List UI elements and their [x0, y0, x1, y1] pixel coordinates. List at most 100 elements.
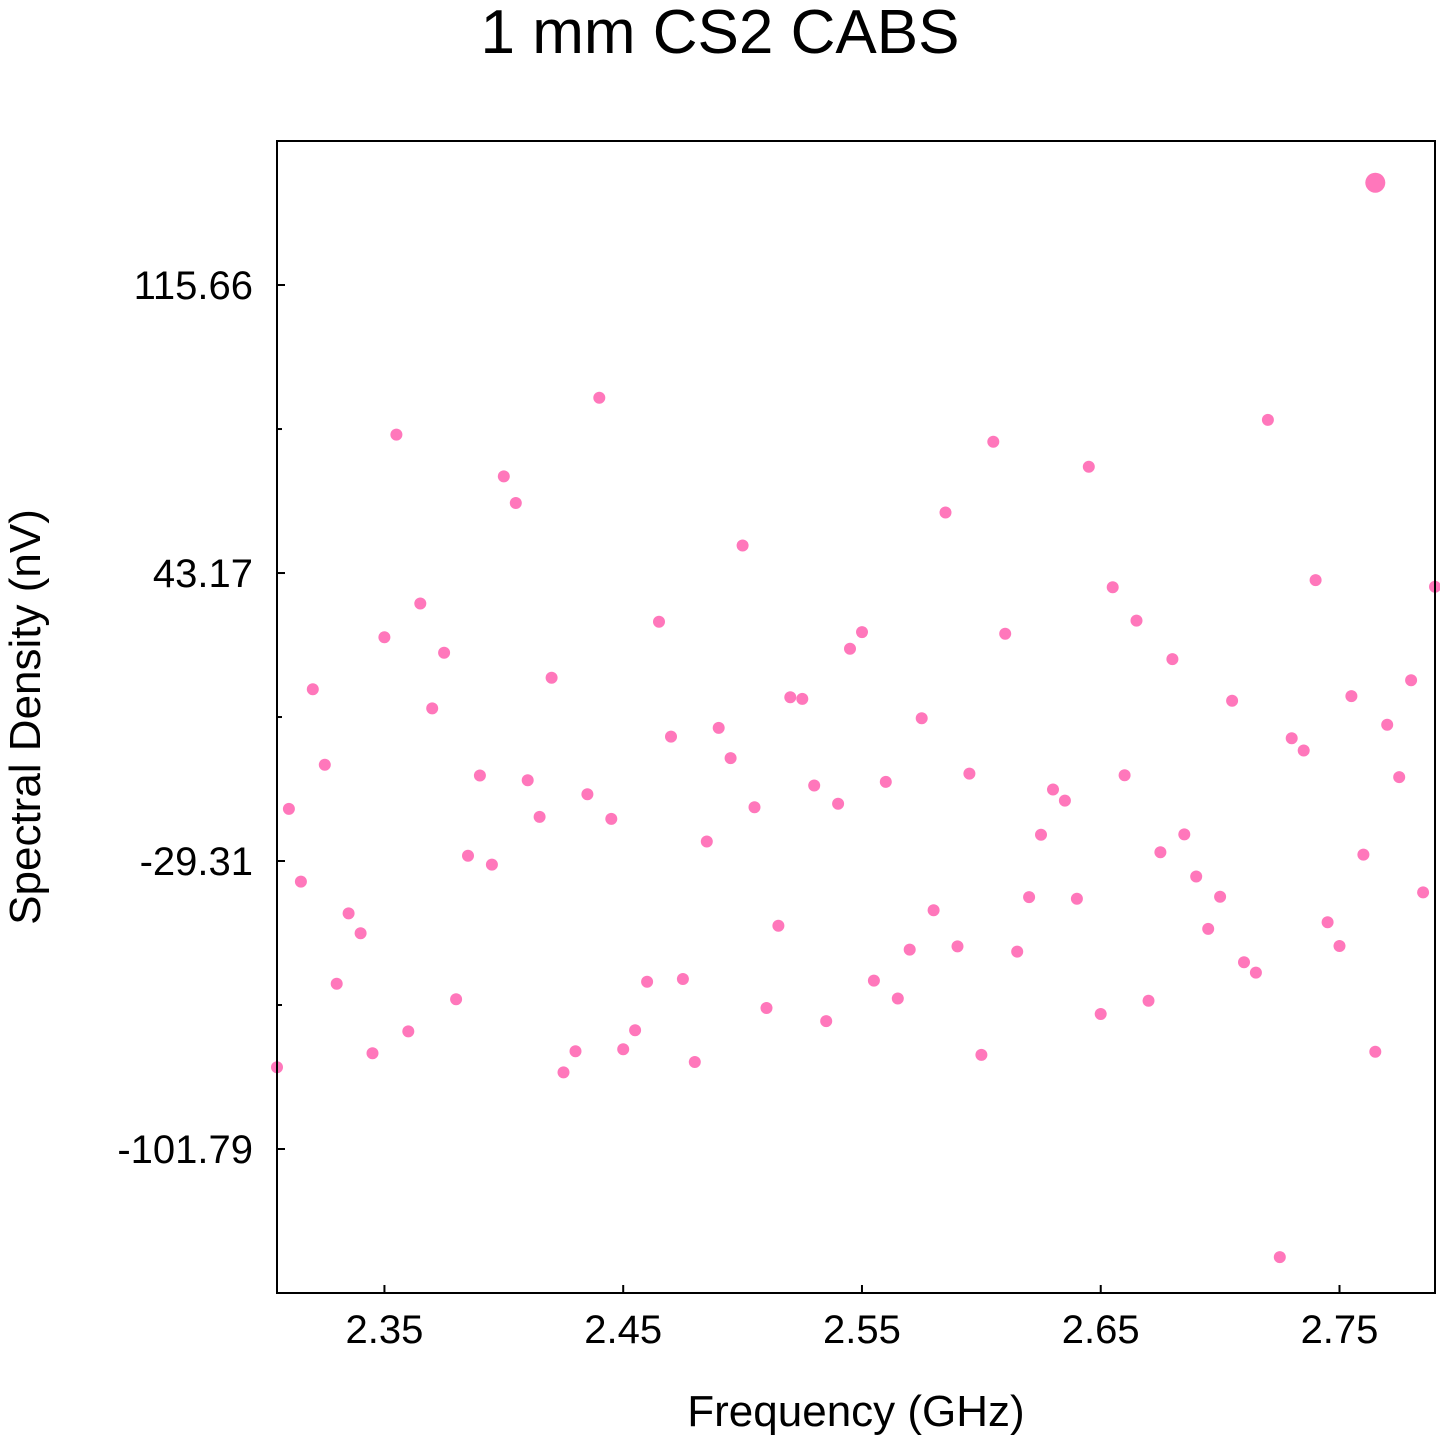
data-point: [450, 993, 463, 1006]
data-point: [473, 769, 486, 782]
data-point: [736, 539, 749, 552]
data-point: [1202, 922, 1215, 935]
data-point: [354, 927, 367, 940]
data-point: [306, 683, 319, 696]
data-point: [1106, 581, 1119, 594]
highlight-point: [1365, 172, 1386, 193]
x-tick-label: 2.55: [823, 1308, 901, 1352]
data-point: [784, 691, 797, 704]
data-point: [1214, 890, 1227, 903]
data-point: [1058, 794, 1071, 807]
data-point: [1130, 614, 1143, 627]
points-layer: [271, 172, 1440, 1264]
y-tick-label: 43.17: [153, 552, 253, 596]
data-point: [342, 907, 355, 920]
y-tick-label: -101.79: [117, 1128, 253, 1172]
data-point: [927, 904, 940, 917]
data-point: [462, 849, 474, 862]
data-point: [1238, 956, 1250, 969]
data-point: [617, 1043, 630, 1056]
data-point: [712, 721, 725, 734]
data-point: [402, 1025, 415, 1038]
data-point: [390, 428, 403, 441]
data-point: [760, 1002, 773, 1014]
data-point: [867, 974, 880, 987]
data-point: [808, 779, 821, 792]
data-point: [1309, 574, 1322, 587]
data-point: [1405, 674, 1418, 687]
data-point: [1369, 1045, 1382, 1058]
y-tick-label: -29.31: [140, 840, 253, 884]
data-point: [1190, 870, 1203, 883]
data-point: [724, 752, 737, 765]
x-axis: 2.35 2.45 2.55 2.65 2.75: [346, 1285, 1379, 1352]
y-axis-label: Spectral Density (nV): [1, 509, 50, 925]
data-point: [1118, 769, 1131, 782]
data-point: [903, 943, 916, 956]
data-point: [1094, 1008, 1107, 1020]
data-point: [975, 1048, 988, 1061]
x-tick-label: 2.45: [584, 1308, 662, 1352]
data-point: [1345, 690, 1358, 703]
data-point: [1154, 846, 1167, 859]
data-point: [605, 812, 618, 825]
data-point: [844, 642, 856, 655]
data-point: [545, 671, 558, 684]
data-point: [509, 497, 522, 509]
data-point: [1082, 460, 1095, 473]
data-point: [748, 801, 761, 814]
data-point: [569, 1045, 582, 1058]
data-point: [772, 919, 785, 932]
data-point: [1178, 828, 1191, 841]
data-point: [1381, 718, 1394, 731]
x-axis-label: Frequency (GHz): [687, 1387, 1024, 1436]
data-point: [987, 435, 1000, 448]
data-point: [665, 730, 677, 743]
data-point: [856, 626, 868, 639]
data-point: [1070, 892, 1083, 905]
data-point: [915, 712, 928, 725]
data-point: [282, 802, 295, 815]
data-point: [485, 858, 498, 871]
data-point: [641, 975, 654, 988]
data-point: [533, 810, 546, 823]
y-tick-label: 115.66: [134, 264, 253, 308]
data-point: [378, 631, 391, 644]
x-tick-label: 2.35: [346, 1308, 424, 1352]
data-point: [939, 506, 952, 519]
data-point: [1011, 945, 1024, 958]
y-axis: -101.79 -29.31 43.17 115.66: [117, 264, 285, 1172]
data-point: [1249, 966, 1262, 979]
data-point: [963, 767, 976, 780]
data-point: [1273, 1251, 1286, 1264]
data-point: [891, 992, 904, 1005]
data-point: [1142, 994, 1155, 1007]
data-point: [999, 627, 1012, 640]
data-point: [1035, 828, 1047, 841]
data-point: [1023, 891, 1036, 904]
data-point: [438, 646, 451, 659]
data-point: [879, 775, 892, 788]
data-point: [700, 835, 713, 848]
data-point: [951, 940, 964, 953]
x-tick-label: 2.75: [1301, 1308, 1379, 1352]
chart-title: 1 mm CS2 CABS: [480, 0, 960, 67]
data-point: [629, 1024, 642, 1037]
data-point: [521, 774, 534, 787]
data-point: [497, 470, 510, 483]
data-point: [426, 702, 439, 715]
data-point: [796, 692, 809, 705]
data-point: [1333, 940, 1346, 952]
data-point: [1417, 886, 1430, 899]
data-point: [1047, 783, 1059, 796]
data-point: [1321, 916, 1334, 929]
data-point: [688, 1056, 701, 1068]
data-point: [1285, 732, 1298, 745]
data-point: [294, 875, 307, 888]
data-point: [1357, 848, 1370, 861]
data-point: [593, 391, 606, 404]
plot-frame: [276, 140, 1436, 1294]
data-point: [1166, 653, 1179, 666]
data-point: [581, 788, 594, 801]
